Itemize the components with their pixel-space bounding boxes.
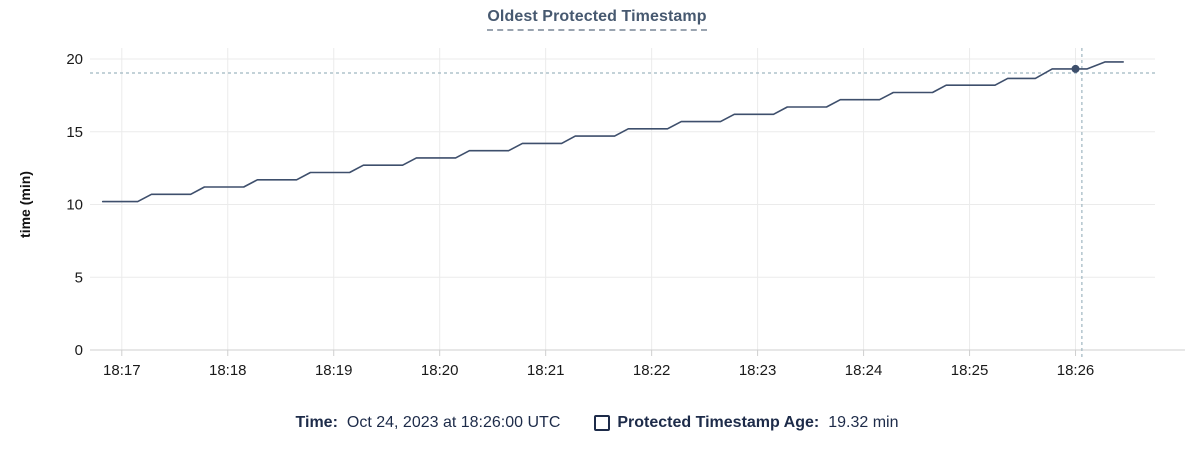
legend-series-label: Protected Timestamp Age:	[617, 414, 820, 431]
y-tick-label: 5	[75, 269, 83, 286]
legend-time-label: Time:	[295, 414, 338, 431]
chart-svg[interactable]: 0 5 10 15 20 18:17 18:18 18:19 18:20 18:21 18:22 18…	[0, 0, 1194, 405]
y-tick-label: 10	[66, 197, 83, 214]
y-tick-label: 20	[66, 51, 83, 68]
x-tick-label: 18:24	[845, 362, 883, 379]
x-tick-label: 18:22	[633, 362, 671, 379]
chart-title-row: Oldest Protected Timestamp	[0, 8, 1194, 31]
x-tick-label: 18:25	[951, 362, 989, 379]
x-tick-label: 18:18	[209, 362, 247, 379]
legend-series-value: 19.32 min	[828, 414, 899, 431]
series-checkbox-icon[interactable]	[594, 415, 611, 431]
chart-legend: Time: Oct 24, 2023 at 18:26:00 UTC Prote…	[0, 414, 1194, 432]
x-tick-label: 18:21	[527, 362, 565, 379]
x-tick-label: 18:19	[315, 362, 353, 379]
chart-title[interactable]: Oldest Protected Timestamp	[487, 8, 707, 31]
x-tick-label: 18:20	[421, 362, 459, 379]
line-chart[interactable]: 0 5 10 15 20 18:17 18:18 18:19 18:20 18:21 18:22 18…	[0, 0, 1194, 405]
y-tick-label: 0	[75, 342, 83, 359]
legend-series-toggle[interactable]: Protected Timestamp Age: 19.32 min	[594, 414, 898, 432]
hover-data-point	[1071, 64, 1080, 73]
legend-time-value: Oct 24, 2023 at 18:26:00 UTC	[346, 414, 561, 431]
x-tick-label: 18:26	[1057, 362, 1095, 379]
y-tick-label: 15	[66, 124, 83, 141]
x-tick-label: 18:17	[103, 362, 141, 379]
series-line-protected-timestamp-age	[101, 61, 1124, 203]
legend-time: Time: Oct 24, 2023 at 18:26:00 UTC	[296, 414, 561, 432]
x-tick-label: 18:23	[739, 362, 777, 379]
y-axis-title: time (min)	[17, 171, 33, 238]
